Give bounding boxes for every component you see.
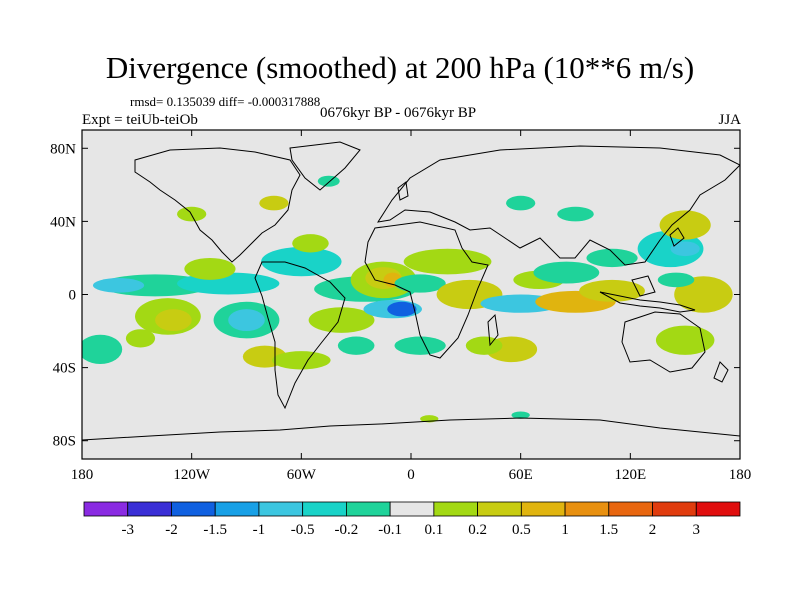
axis-layer: 80N 40N 0 40S 80S 180 120W 60W 0 60E 120E 180 (50, 130, 751, 483)
lat-tick-label: 40N (50, 214, 76, 230)
coast-eurasia (376, 145, 740, 266)
coast-borneo (631, 275, 656, 297)
colorbar-swatch (433, 501, 479, 517)
lat-tick-label: 0 (69, 288, 77, 304)
rmsd-label: rmsd= (130, 94, 164, 109)
anomaly-blob (259, 195, 289, 211)
anomaly-blob (317, 175, 340, 187)
colorbar-swatch (695, 501, 741, 517)
colorbar-label: 1 (561, 522, 569, 538)
colorbar-swatch (171, 501, 216, 517)
colorbar-label: 3 (693, 522, 701, 538)
diff-label: diff= (218, 94, 245, 109)
lon-tick-label: 180 (729, 467, 752, 483)
diff-value: -0.000317888 (247, 94, 321, 109)
anomaly-blob (506, 195, 536, 211)
lon-tick-label: 60E (509, 467, 533, 483)
colorbar-label: -3 (121, 522, 134, 538)
lon-tick-label: 120E (614, 467, 646, 483)
anomaly-blob (403, 248, 492, 275)
coast-africa (364, 221, 489, 359)
anomaly-blob (670, 241, 700, 257)
coast-australia (621, 311, 706, 373)
anomaly-blob (394, 274, 446, 293)
lon-tick-label: 120W (173, 467, 211, 483)
anomaly-blob (292, 234, 329, 253)
colorbar-swatch (477, 501, 522, 517)
lat-tick-label: 80S (53, 434, 76, 450)
lon-tick-label: 0 (407, 467, 415, 483)
colorbar-label: -2 (165, 522, 178, 538)
anomaly-blob (125, 329, 156, 348)
colorbar-swatch (302, 501, 347, 517)
coast-new-zealand (713, 361, 729, 383)
colorbar-label: -0.5 (291, 522, 315, 538)
colorbar-swatch (520, 501, 566, 517)
anomaly-blob (657, 272, 695, 288)
colorbar-label: -0.1 (378, 522, 402, 538)
season-label: JJA (718, 112, 741, 128)
colorbar-label: -0.2 (335, 522, 359, 538)
colorbar-label: 0.2 (468, 522, 487, 538)
colorbar-label: 0.5 (512, 522, 531, 538)
period-label: 0676kyr BP - 0676kyr BP (320, 105, 477, 121)
anomaly-blob (533, 261, 600, 284)
anomaly-blob (308, 307, 375, 333)
lon-tick-label: 60W (287, 467, 317, 483)
colorbar-swatch (258, 501, 304, 517)
colorbar-swatch (127, 501, 172, 517)
anomaly-blob (674, 276, 733, 313)
anomaly-blob (637, 230, 704, 268)
coast-south-america (254, 261, 346, 410)
colorbar-swatch (564, 501, 610, 517)
anomaly-blob (465, 336, 503, 355)
coast-greenland (289, 141, 361, 191)
anomaly-blob (155, 309, 192, 332)
colorbar-label: -1 (253, 522, 266, 538)
colorbar-swatch (652, 501, 697, 517)
colorbar-label: 0.1 (424, 522, 443, 538)
lat-tick-label: 80N (50, 141, 76, 157)
colorbar-swatch (83, 501, 129, 517)
lon-tick-label: 180 (71, 467, 94, 483)
coast-antarctica (82, 417, 740, 441)
anomaly-blob (272, 351, 331, 370)
colorbar-label: 2 (649, 522, 657, 538)
experiment-label: Expt = teiUb-teiOb (82, 112, 198, 128)
colorbar-swatch (345, 501, 391, 517)
anomaly-blob (394, 336, 446, 355)
anomaly-blob (655, 325, 715, 355)
colorbar: -3 -2 -1.5 -1 -0.5 -0.2 -0.1 0.1 0.2 0.5 1 1.5 2 3 (83, 501, 741, 538)
lat-tick-label: 40S (53, 361, 76, 377)
colorbar-swatch (389, 501, 435, 517)
colorbar-label: 1.5 (599, 522, 618, 538)
anomaly-blob (659, 210, 711, 240)
anomaly-blob (184, 257, 236, 280)
anomaly-blob (261, 246, 342, 277)
colorbar-swatch (608, 501, 653, 517)
coast-indonesia (599, 291, 696, 313)
anomaly-blob (387, 301, 417, 317)
contour-fill-layer (82, 175, 733, 423)
anomaly-blob (337, 336, 375, 355)
stats-line: rmsd= 0.135039 diff= -0.000317888 (130, 94, 320, 110)
anomaly-blob (92, 278, 145, 293)
coast-madagascar (487, 313, 499, 347)
coast-uk (397, 181, 409, 201)
colorbar-swatch (214, 501, 260, 517)
anomaly-blob (579, 279, 645, 302)
anomaly-blob (82, 334, 123, 364)
page-title: Divergence (smoothed) at 200 hPa (10**6 … (105, 50, 695, 85)
anomaly-blob (557, 206, 594, 222)
coast-north-america (134, 147, 301, 263)
colorbar-label: -1.5 (203, 522, 227, 538)
rmsd-value: 0.135039 (166, 94, 216, 109)
anomaly-blob (586, 248, 638, 268)
anomaly-blob (228, 309, 265, 332)
anomaly-blob (511, 411, 530, 419)
coast-japan (669, 227, 685, 247)
coastline-layer (82, 141, 740, 441)
